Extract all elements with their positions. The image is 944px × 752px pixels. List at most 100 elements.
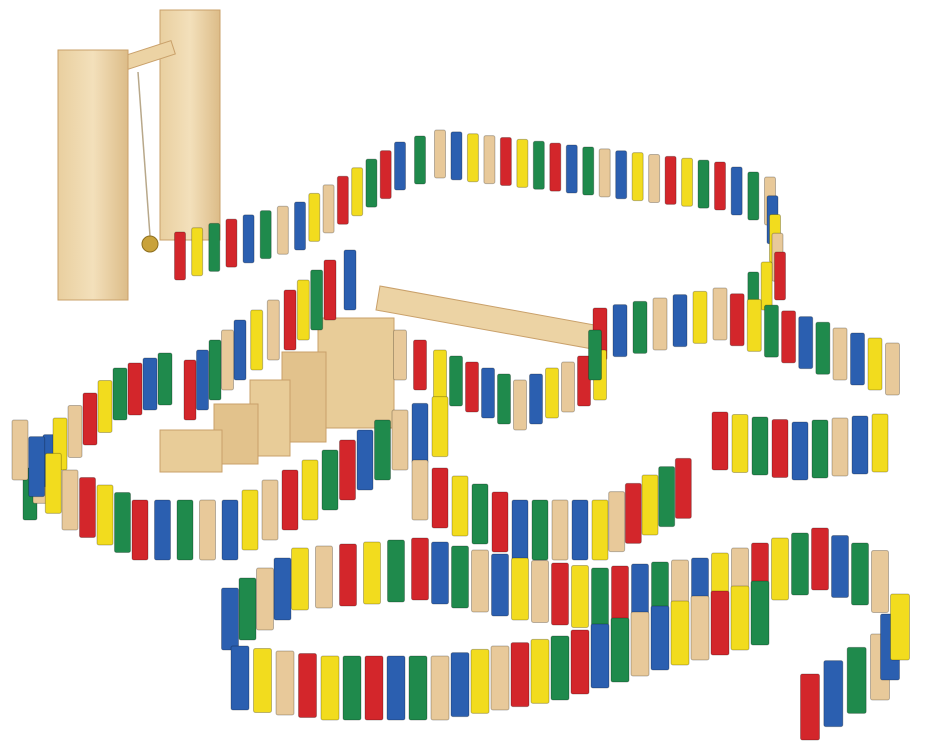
domino-tile	[127, 362, 143, 416]
domino-tile	[811, 419, 829, 479]
domino-tile	[590, 623, 610, 689]
domino-tile	[631, 152, 644, 202]
domino-tile	[760, 261, 773, 311]
domino-tile	[791, 532, 809, 596]
domino-tile	[96, 484, 114, 546]
domino-tile	[157, 352, 173, 406]
domino-tile	[731, 414, 749, 473]
domino-tile	[491, 491, 509, 553]
domino-tile	[256, 567, 274, 631]
domino-tile	[196, 349, 209, 411]
domino-tile	[221, 499, 239, 561]
domino-tile	[598, 148, 611, 198]
domino-tile	[322, 184, 335, 234]
domino-tile	[250, 309, 264, 371]
domino-tile	[433, 349, 447, 401]
domino-tile	[291, 547, 309, 611]
domino-tile	[641, 474, 659, 536]
domino-tile	[551, 562, 569, 626]
domino-tile	[490, 645, 510, 711]
domino-tile	[791, 421, 809, 481]
domino-tile	[531, 560, 549, 623]
domino-tile	[545, 367, 559, 419]
domino-tile	[431, 396, 449, 458]
domino-tile	[411, 537, 429, 601]
domino-tile	[275, 650, 295, 716]
domino-tile	[465, 361, 479, 413]
domino-tile	[394, 141, 406, 191]
domino-tile	[259, 210, 272, 260]
domino-tile	[308, 192, 321, 242]
domino-tile	[746, 298, 762, 352]
domino-tile	[241, 489, 259, 551]
domino-tile	[431, 467, 449, 529]
stair-block	[159, 429, 223, 473]
domino-tile	[414, 135, 426, 185]
domino-tile	[532, 140, 545, 190]
stair-block	[317, 317, 395, 429]
domino-tile	[449, 355, 463, 407]
domino-tile	[513, 379, 527, 431]
domino-tile	[867, 337, 883, 391]
domino-tile	[450, 652, 470, 718]
domino-tile	[608, 491, 626, 553]
domino-tile	[550, 635, 570, 701]
domino-tile	[242, 214, 255, 264]
wooden-ramp	[375, 285, 601, 351]
domino-tile	[832, 327, 848, 381]
domino-tile	[815, 321, 831, 375]
domino-tile	[174, 231, 186, 281]
bell-tower	[57, 9, 221, 301]
domino-tile	[221, 329, 234, 391]
bell-icon	[141, 235, 159, 253]
domino-tile	[831, 417, 849, 477]
domino-tile	[343, 249, 357, 311]
domino-tile	[451, 475, 469, 537]
domino-tile	[470, 648, 490, 714]
domino-tile	[411, 402, 429, 464]
domino-tile	[391, 409, 409, 471]
domino-tile	[499, 137, 512, 187]
domino-tile	[142, 357, 158, 411]
domino-tile	[511, 499, 529, 561]
domino-tile	[28, 436, 46, 498]
domino-tile	[283, 289, 297, 351]
domino-tile	[351, 167, 364, 217]
domino-tile	[851, 415, 869, 475]
domino-tile	[846, 646, 867, 714]
domino-tile	[632, 300, 648, 354]
domino-chain	[11, 129, 910, 741]
domino-tile	[112, 367, 128, 421]
domino-tile	[374, 419, 391, 481]
domino-tile	[281, 469, 299, 531]
domino-tile	[565, 144, 578, 194]
domino-tile	[387, 539, 405, 603]
domino-tile	[624, 482, 642, 544]
domino-tile	[497, 373, 511, 425]
domino-tile	[276, 205, 289, 255]
domino-tile	[336, 175, 349, 225]
domino-tile	[551, 499, 569, 561]
domino-tile	[750, 580, 770, 646]
domino-tile	[61, 469, 79, 531]
domino-tile	[529, 373, 543, 425]
domino-tile	[471, 549, 489, 613]
domino-tile	[531, 499, 549, 561]
domino-tile	[729, 293, 745, 347]
domino-tile	[408, 655, 428, 721]
domino-tile	[588, 329, 602, 381]
domino-tile	[690, 595, 710, 661]
domino-tile	[411, 459, 429, 521]
domino-tile	[681, 157, 694, 207]
domino-tile	[510, 642, 530, 708]
domino-tile	[67, 405, 83, 458]
staircase-blocks	[159, 317, 395, 473]
domino-tile	[310, 269, 324, 331]
domino-tile	[774, 251, 786, 301]
domino-tile	[730, 166, 743, 216]
domino-tile	[296, 279, 310, 341]
domino-tile	[379, 150, 392, 200]
domino-tile	[233, 319, 247, 381]
domino-tile	[871, 413, 889, 473]
